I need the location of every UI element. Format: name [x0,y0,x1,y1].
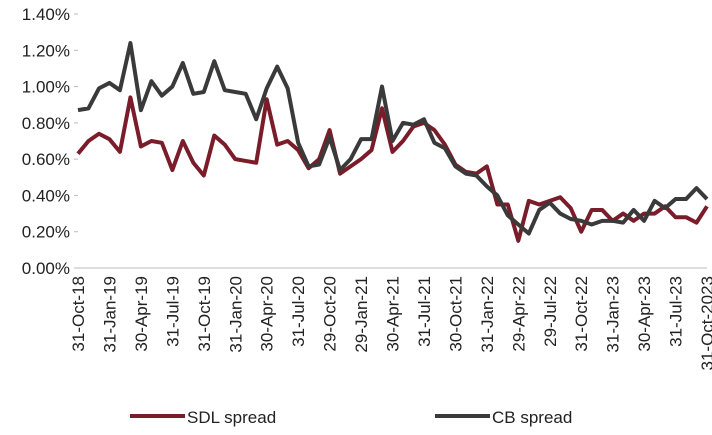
x-tick-label: 31-Jan-22 [478,276,497,353]
x-tick-label: 30-Oct-21 [446,276,465,352]
y-tick-label: 1.00% [22,78,70,97]
x-tick-label: 29-Oct-20 [321,276,340,352]
x-tick-label: 30-Apr-23 [635,276,654,352]
y-tick-label: 1.20% [22,41,70,60]
y-tick-label: 0.20% [22,223,70,242]
x-tick-label: 30-Apr-21 [384,276,403,352]
x-tick-label: 31-Jan-19 [100,276,119,353]
x-tick-label: 31-Oct-22 [572,276,591,352]
x-tick-label: 31-Oct-19 [195,276,214,352]
x-tick-label: 31-Jul-19 [163,276,182,347]
series-line [77,41,709,236]
x-tick-label: 30-Apr-20 [258,276,277,352]
x-tick-label: 31-Jan-20 [226,276,245,353]
x-tick-label: 31-Oct-18 [69,276,88,352]
y-tick-label: 0.40% [22,186,70,205]
legend-label: SDL spread [187,408,276,427]
series-line [76,95,709,243]
x-tick-label: 29-Jan-21 [352,276,371,353]
y-tick-label: 1.40% [22,5,70,24]
x-tick-label: 29-Jul-22 [541,276,560,347]
legend-label: CB spread [492,408,572,427]
x-tick-label: 30-Apr-19 [132,276,151,352]
x-tick-label: 31-Jul-21 [415,276,434,347]
y-tick-label: 0.00% [22,259,70,278]
x-tick-label: 31-Jul-20 [289,276,308,347]
x-tick-label: 31-Jul-23 [667,276,686,347]
x-tick-label: 31-Jan-23 [604,276,623,353]
y-tick-label: 0.60% [22,150,70,169]
y-tick-label: 0.80% [22,114,70,133]
x-tick-label: 31-Oct-2023 [698,276,712,371]
x-tick-label: 29-Apr-22 [509,276,528,352]
